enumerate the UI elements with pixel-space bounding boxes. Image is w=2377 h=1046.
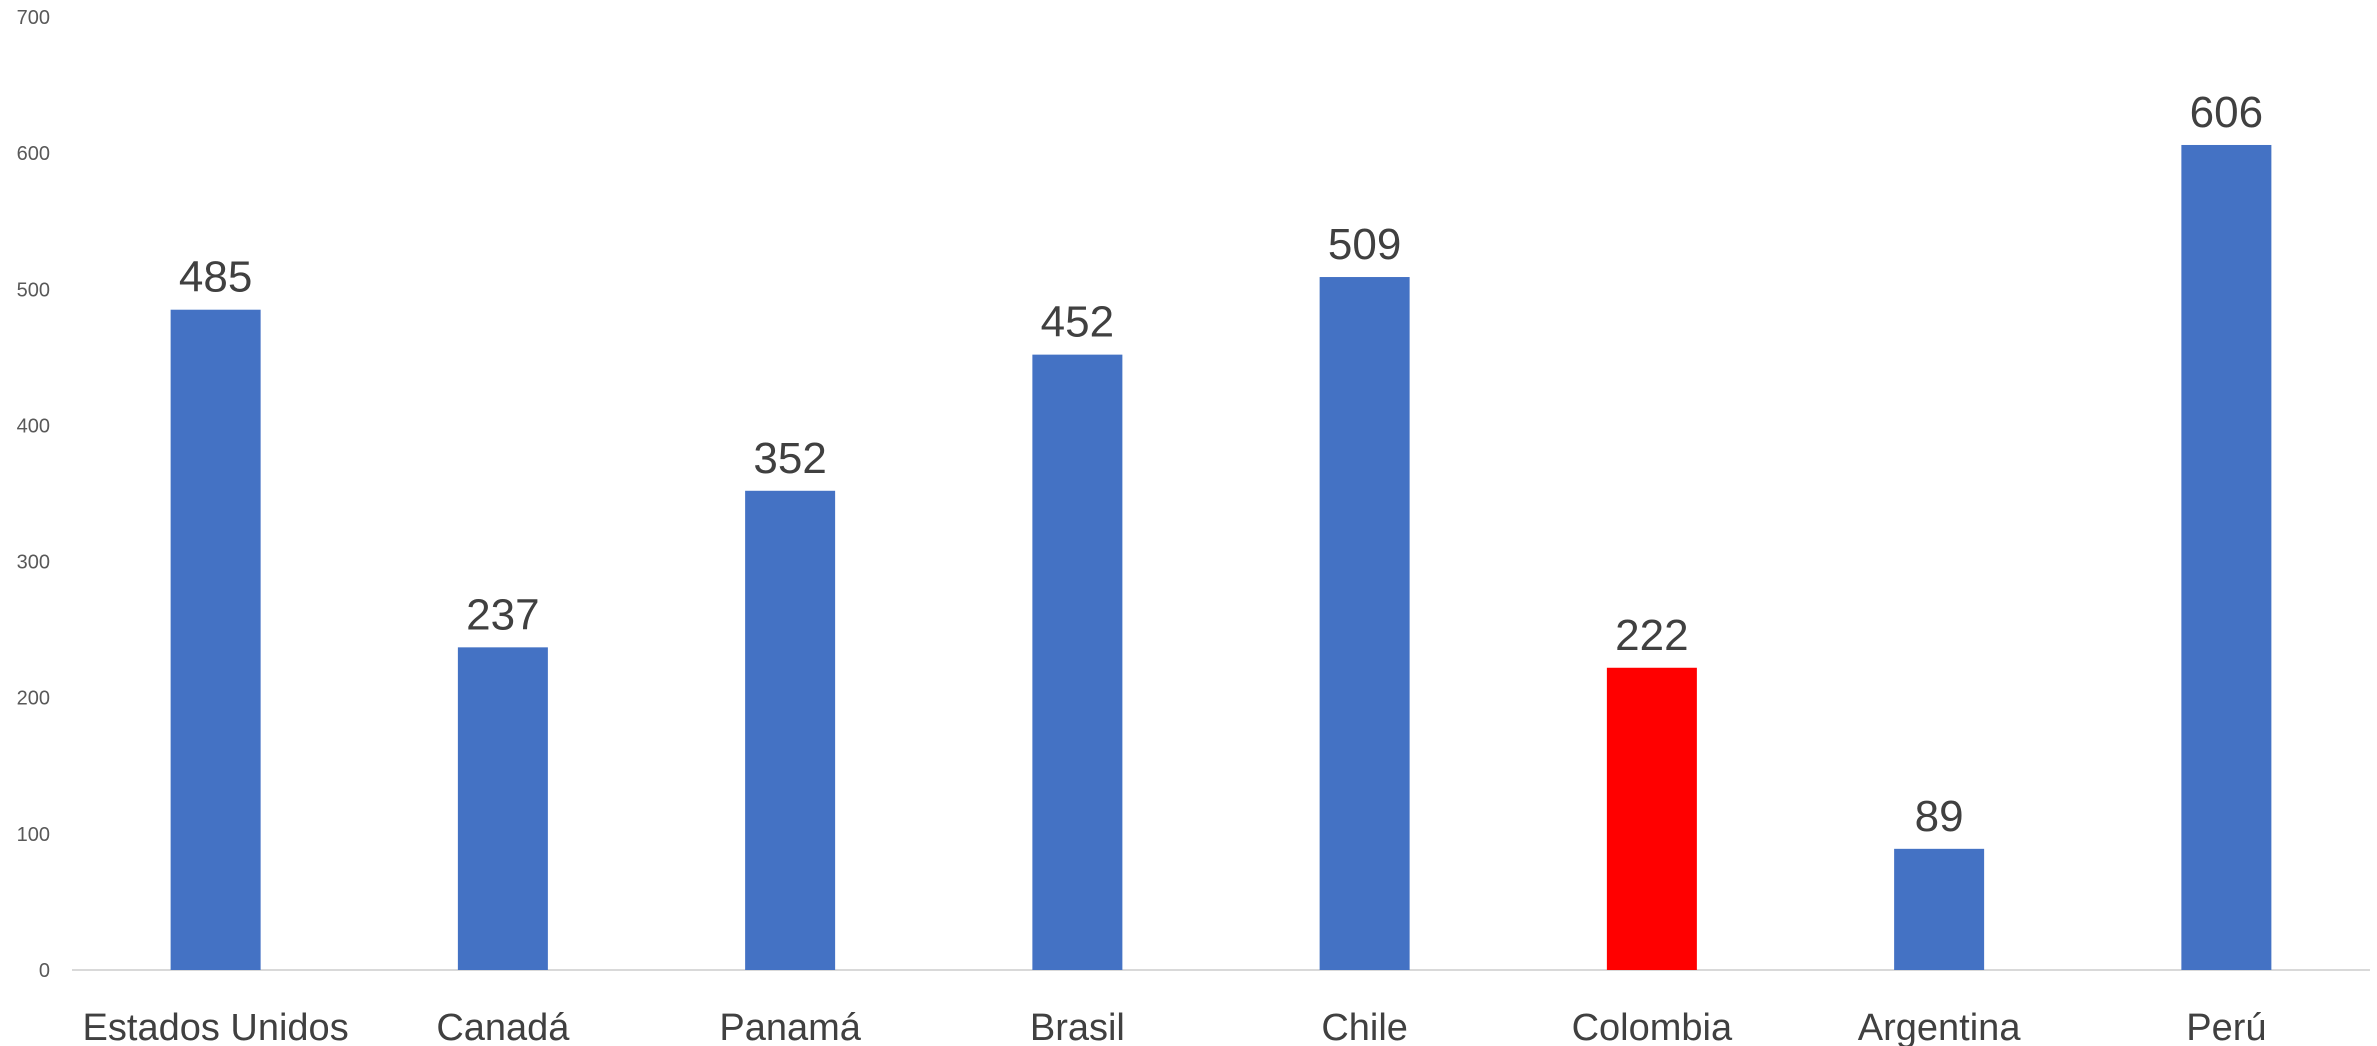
category-label-panama: Panamá bbox=[719, 1007, 861, 1046]
bar-brasil bbox=[1032, 354, 1123, 970]
data-label-panama: 352 bbox=[753, 434, 826, 483]
bar-panama bbox=[745, 490, 836, 970]
data-label-colombia: 222 bbox=[1615, 611, 1688, 660]
category-label-brasil: Brasil bbox=[1030, 1007, 1125, 1046]
bar-colombia bbox=[1606, 667, 1697, 970]
data-label-chile: 509 bbox=[1328, 220, 1401, 269]
bar-estados-unidos bbox=[170, 309, 261, 970]
bar-chile bbox=[1319, 277, 1410, 971]
category-labels: Estados Unidos Canadá Panamá Brasil Chile Col… bbox=[83, 1007, 2267, 1046]
category-label-argentina: Argentina bbox=[1858, 1007, 2022, 1046]
bar-argentina bbox=[1894, 848, 1985, 970]
data-label-brasil: 452 bbox=[1041, 298, 1114, 347]
category-label-peru: Perú bbox=[2186, 1007, 2266, 1046]
bars bbox=[170, 144, 2272, 971]
data-label-argentina: 89 bbox=[1915, 792, 1964, 841]
y-tick-label-600: 600 bbox=[17, 143, 50, 165]
bar-canada bbox=[457, 647, 548, 970]
category-label-colombia: Colombia bbox=[1572, 1007, 1733, 1046]
y-tick-label-200: 200 bbox=[17, 688, 50, 710]
y-tick-label-500: 500 bbox=[17, 279, 50, 301]
y-tick-label-400: 400 bbox=[17, 415, 50, 437]
data-label-peru: 606 bbox=[2190, 88, 2263, 137]
bar-peru bbox=[2181, 144, 2272, 970]
category-label-canada: Canadá bbox=[436, 1007, 570, 1046]
data-label-estados-unidos: 485 bbox=[179, 253, 252, 302]
y-tick-label-100: 100 bbox=[17, 824, 50, 846]
y-tick-label-0: 0 bbox=[39, 960, 50, 982]
y-axis-ticks: 0 100 200 300 400 500 600 700 bbox=[17, 7, 50, 982]
y-tick-label-300: 300 bbox=[17, 552, 50, 574]
category-label-chile: Chile bbox=[1321, 1007, 1408, 1046]
category-label-estados-unidos: Estados Unidos bbox=[83, 1007, 349, 1046]
data-labels: 485 237 352 452 509 222 89 606 bbox=[179, 88, 2263, 841]
data-label-canada: 237 bbox=[466, 590, 539, 639]
y-tick-label-700: 700 bbox=[17, 7, 50, 29]
